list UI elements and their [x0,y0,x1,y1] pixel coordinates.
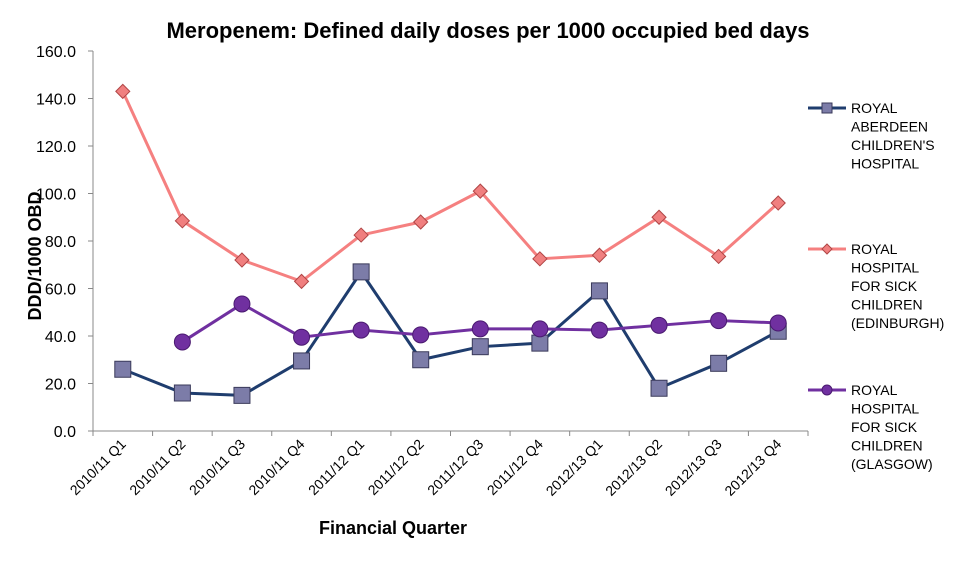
y-axis-label: DDD/1000 OBD [25,191,45,320]
series-point [233,386,251,404]
x-tick-label: 2012/13 Q1 [543,436,606,499]
legend-label: CHILDREN [851,297,923,313]
series-point [173,384,191,402]
series-point [353,227,369,243]
series-point [471,320,489,338]
x-tick-label: 2011/12 Q1 [305,436,367,498]
series-line [121,90,780,283]
series-point [710,354,728,372]
x-tick-label: 2010/11 Q1 [67,436,129,498]
plot-area: 0.0 20.0 40.0 60.0 80.0 100.0 120.0 140.0 160.0 2… [36,44,809,499]
series-point [234,252,250,268]
series-point [710,248,727,265]
series-point [651,209,667,225]
legend-marker [821,384,833,396]
y-tick-label: 80.0 [45,234,76,251]
legend-label: HOSPITAL [851,401,919,417]
series-point [710,312,728,330]
series-point [591,247,608,263]
legend-label: FOR SICK [851,419,918,435]
series-point [293,273,310,290]
legend-label: CHILDREN'S [851,137,935,153]
series-point [590,321,608,339]
x-tick-label: 2010/11 Q2 [126,436,188,498]
series-point [471,338,489,356]
series-point [174,213,191,229]
y-tick-label: 140.0 [36,92,76,109]
series-point [650,379,668,397]
legend-label: (EDINBURGH) [851,315,944,331]
series-point [650,316,668,334]
legend-label: HOSPITAL [851,156,919,172]
series-point [412,326,430,344]
legend-label: (GLASGOW) [851,456,933,472]
series-point [173,333,191,351]
legend-label: FOR SICK [851,278,918,294]
y-tick-label: 0.0 [54,424,76,441]
series-point [590,282,608,300]
legend-marker [821,102,833,114]
series-point [352,321,370,339]
x-tick-label: 2010/11 Q3 [186,436,248,498]
x-tick-label: 2011/12 Q3 [424,436,486,498]
y-tick-label: 100.0 [36,187,76,204]
series-line [122,270,779,397]
x-tick-label: 2011/12 Q4 [484,436,546,498]
y-tick-label: 40.0 [45,329,76,346]
y-tick-label: 120.0 [36,139,76,156]
series-point [532,251,548,267]
legend-label: HOSPITAL [851,260,919,276]
series-point [472,183,488,199]
legend-label: ROYAL [851,241,898,257]
series-point [531,320,549,338]
series-point [114,360,132,378]
legend-marker [821,243,833,255]
x-tick-label: 2010/11 Q4 [245,436,307,498]
series-point [769,314,787,332]
x-tick-label: 2012/13 Q4 [721,436,784,499]
series-point [413,214,429,230]
legend-label: ROYAL [851,382,898,398]
series-point [770,195,786,211]
legend-label: CHILDREN [851,438,923,454]
x-tick-label: 2011/12 Q2 [365,436,427,498]
x-tick-label: 2012/13 Q3 [662,436,725,499]
y-tick-label: 20.0 [45,377,76,394]
legend: ROYAL ABERDEEN CHILDREN'S HOSPITAL ROYAL HOSP… [808,100,944,472]
series-point [293,352,311,370]
y-tick-label: 60.0 [45,282,76,299]
series-point [293,328,311,346]
legend-label: ABERDEEN [851,119,928,135]
chart-title: Meropenem: Defined daily doses per 1000 … [166,18,809,43]
series-point [352,263,370,281]
series-point [233,295,251,313]
series-point [531,334,549,352]
legend-label: ROYAL [851,100,898,116]
series-point [412,351,430,369]
x-axis-label: Financial Quarter [319,518,467,538]
series-point [115,83,131,100]
y-tick-label: 160.0 [36,44,76,61]
x-tick-label: 2012/13 Q2 [602,436,665,499]
